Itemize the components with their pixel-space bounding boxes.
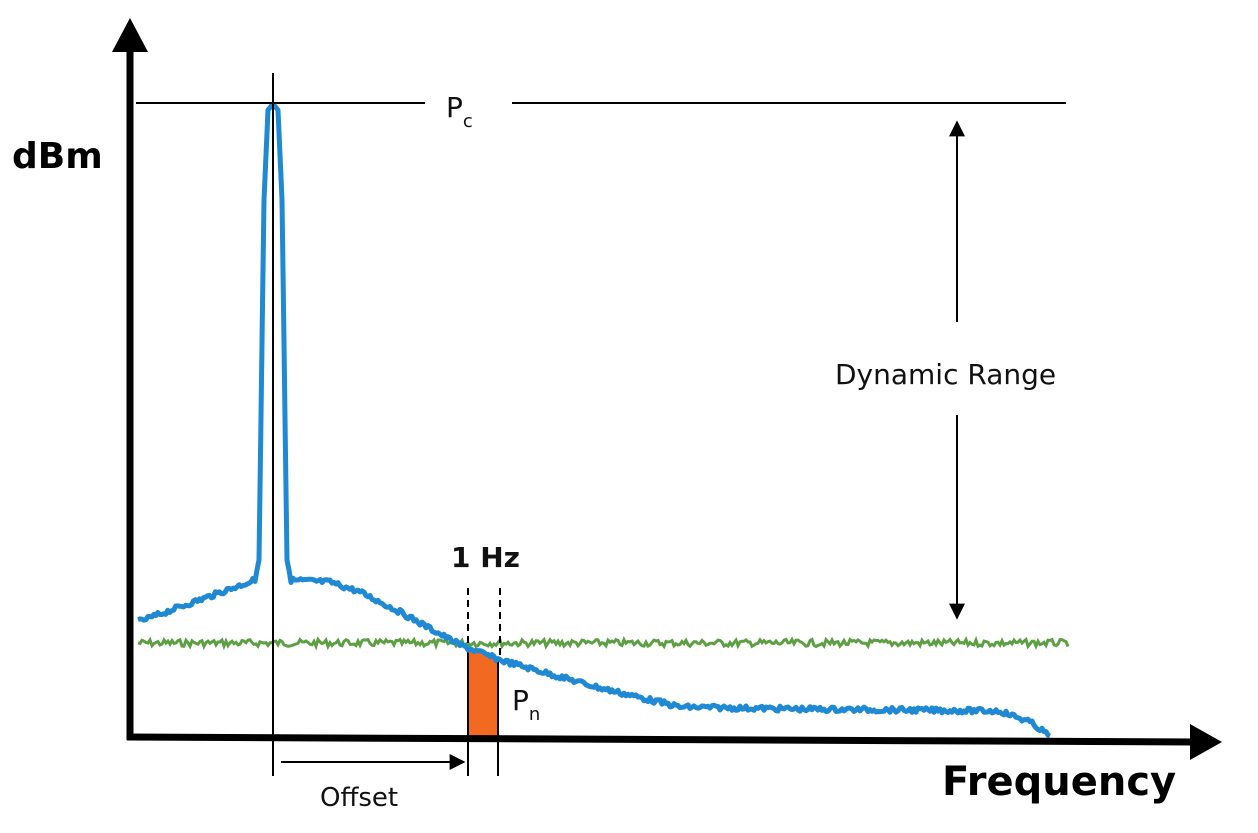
x-axis-label: Frequency (942, 759, 1176, 805)
offset-label: Offset (320, 783, 398, 813)
bandwidth-label: 1 Hz (451, 541, 520, 574)
noise-band-1hz (467, 646, 499, 738)
x-axis-arrowhead (1190, 724, 1222, 760)
y-axis-arrowhead (112, 18, 148, 52)
y-axis-label: dBm (12, 136, 103, 177)
carrier-power-label: Pc (446, 91, 473, 132)
noise-floor-trace (137, 635, 1070, 651)
x-axis (126, 733, 1196, 746)
signal-spectrum-trace (137, 101, 1052, 739)
dynamic-range-label: Dynamic Range (835, 358, 1056, 391)
noise-power-label: Pn (512, 684, 540, 725)
